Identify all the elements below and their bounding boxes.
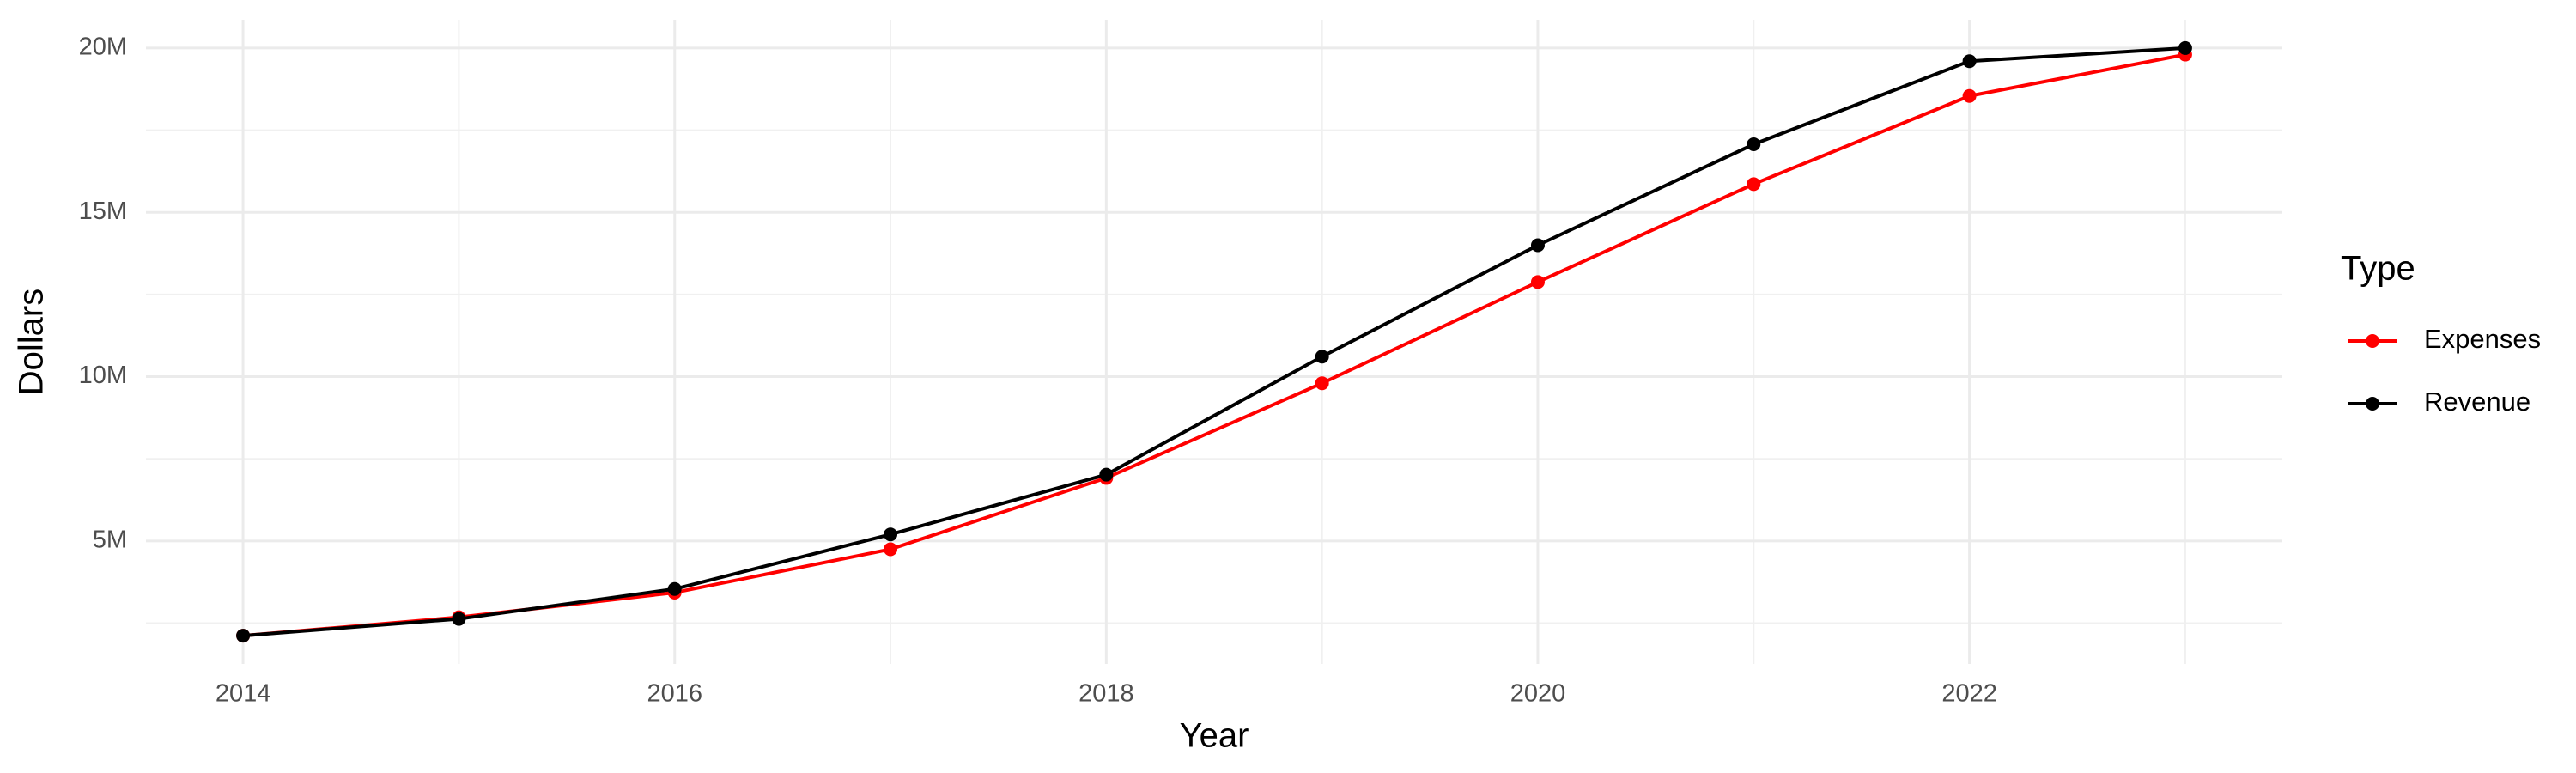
y-axis-title: Dollars: [13, 289, 51, 395]
data-point: [2178, 40, 2192, 55]
data-point: [1747, 137, 1761, 152]
data-point: [452, 612, 466, 626]
data-point: [1315, 376, 1329, 391]
y-tick-label: 15M: [79, 198, 127, 225]
data-point: [1315, 350, 1329, 364]
x-tick-label: 2014: [216, 680, 271, 708]
data-point: [1962, 54, 1977, 69]
x-tick-label: 2022: [1941, 680, 1997, 708]
legend-label: Expenses: [2424, 324, 2541, 354]
minor-grid: [146, 20, 2282, 664]
series-line: [242, 52, 2186, 638]
series-line: [242, 46, 2186, 638]
data-point: [1747, 177, 1761, 192]
data-point: [1099, 467, 1114, 482]
legend-label: Revenue: [2424, 386, 2530, 417]
y-tick-label: 5M: [93, 526, 127, 554]
data-point: [1962, 88, 1977, 103]
data-point: [236, 629, 251, 643]
y-tick-label: 10M: [79, 362, 127, 389]
x-axis-title: Year: [1180, 717, 1249, 755]
x-tick-label: 2018: [1078, 680, 1134, 708]
data-point: [667, 581, 682, 596]
x-tick-label: 2016: [647, 680, 702, 708]
x-tick-label: 2020: [1510, 680, 1566, 708]
data-point: [1530, 275, 1545, 289]
y-tick-label: 20M: [79, 33, 127, 61]
legend-key-point: [2366, 334, 2379, 348]
legend-key-point: [2366, 397, 2379, 411]
data-point: [884, 542, 898, 557]
data-point: [1530, 238, 1545, 253]
legend-title: Type: [2341, 250, 2415, 288]
data-point: [884, 527, 898, 542]
